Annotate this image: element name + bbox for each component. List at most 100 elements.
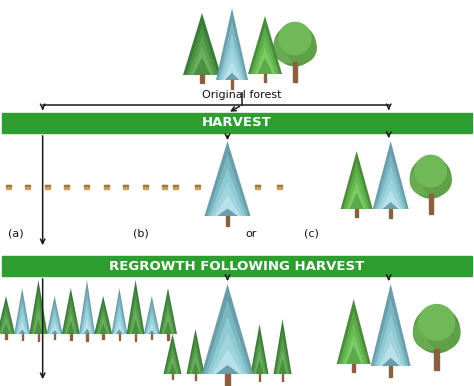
Polygon shape	[275, 329, 290, 374]
Bar	[195, 185, 200, 188]
Bar	[389, 209, 392, 218]
Bar	[104, 185, 109, 188]
Bar	[64, 185, 69, 186]
Polygon shape	[190, 353, 201, 374]
Polygon shape	[146, 317, 157, 334]
Polygon shape	[337, 299, 371, 364]
Bar	[25, 185, 30, 188]
Polygon shape	[379, 178, 403, 209]
Polygon shape	[81, 300, 93, 334]
Bar	[37, 334, 39, 341]
Polygon shape	[188, 337, 203, 374]
Bar	[163, 185, 167, 188]
Bar	[172, 374, 173, 379]
Polygon shape	[18, 329, 26, 334]
Bar	[226, 216, 229, 226]
Polygon shape	[82, 309, 92, 334]
Polygon shape	[375, 313, 406, 366]
Bar	[173, 185, 178, 188]
Polygon shape	[217, 208, 238, 216]
Polygon shape	[144, 296, 160, 334]
Polygon shape	[17, 313, 27, 334]
Bar	[84, 185, 89, 188]
Polygon shape	[97, 310, 109, 334]
Polygon shape	[132, 319, 140, 334]
Bar	[277, 185, 282, 188]
Polygon shape	[51, 330, 58, 334]
Polygon shape	[98, 317, 109, 334]
Polygon shape	[67, 321, 75, 334]
Polygon shape	[1, 317, 11, 334]
Polygon shape	[34, 319, 43, 334]
Polygon shape	[163, 313, 173, 334]
Polygon shape	[377, 166, 405, 209]
Polygon shape	[0, 310, 12, 334]
Polygon shape	[380, 343, 402, 366]
Circle shape	[413, 306, 460, 354]
Polygon shape	[193, 58, 210, 75]
Polygon shape	[213, 349, 242, 374]
Bar	[45, 185, 50, 188]
Polygon shape	[257, 58, 273, 74]
Polygon shape	[162, 305, 174, 334]
Text: REGROWTH FOLLOWING HARVEST: REGROWTH FOLLOWING HARVEST	[109, 259, 365, 273]
Polygon shape	[32, 300, 45, 334]
Polygon shape	[160, 296, 176, 334]
Bar	[45, 185, 50, 186]
Circle shape	[418, 304, 456, 341]
Polygon shape	[164, 334, 182, 374]
Polygon shape	[273, 319, 292, 374]
Polygon shape	[373, 299, 409, 366]
Polygon shape	[62, 288, 80, 334]
Polygon shape	[204, 141, 251, 216]
Polygon shape	[114, 313, 125, 334]
Polygon shape	[381, 190, 401, 209]
Polygon shape	[47, 303, 62, 334]
Polygon shape	[345, 172, 368, 209]
Bar	[255, 185, 260, 186]
Bar	[277, 185, 282, 186]
Circle shape	[410, 165, 440, 196]
Bar	[86, 334, 88, 341]
Circle shape	[273, 32, 304, 64]
Bar	[2, 256, 472, 276]
Polygon shape	[371, 284, 410, 366]
Polygon shape	[79, 280, 95, 334]
Polygon shape	[16, 305, 28, 334]
Bar	[123, 185, 128, 186]
Polygon shape	[33, 309, 44, 334]
Polygon shape	[276, 339, 289, 374]
Polygon shape	[94, 296, 112, 334]
Polygon shape	[255, 360, 264, 374]
Polygon shape	[48, 310, 61, 334]
Polygon shape	[215, 195, 240, 216]
Polygon shape	[347, 182, 366, 209]
Polygon shape	[219, 34, 245, 80]
Bar	[64, 185, 69, 188]
Polygon shape	[31, 290, 46, 334]
Polygon shape	[80, 290, 94, 334]
Polygon shape	[0, 296, 15, 334]
Polygon shape	[146, 310, 158, 334]
Polygon shape	[188, 36, 216, 75]
Polygon shape	[15, 296, 29, 334]
Polygon shape	[49, 317, 60, 334]
Bar	[259, 374, 260, 381]
Polygon shape	[223, 60, 241, 80]
Polygon shape	[2, 323, 10, 334]
Bar	[167, 334, 169, 340]
Polygon shape	[255, 47, 275, 74]
Bar	[143, 185, 148, 186]
Polygon shape	[82, 319, 91, 334]
Circle shape	[413, 316, 447, 350]
Polygon shape	[64, 305, 77, 334]
Polygon shape	[113, 305, 126, 334]
Bar	[173, 185, 178, 186]
Polygon shape	[191, 361, 200, 374]
Polygon shape	[167, 356, 178, 374]
Polygon shape	[382, 358, 400, 366]
Polygon shape	[346, 346, 361, 364]
Polygon shape	[29, 280, 47, 334]
Polygon shape	[341, 322, 366, 364]
Polygon shape	[145, 303, 159, 334]
